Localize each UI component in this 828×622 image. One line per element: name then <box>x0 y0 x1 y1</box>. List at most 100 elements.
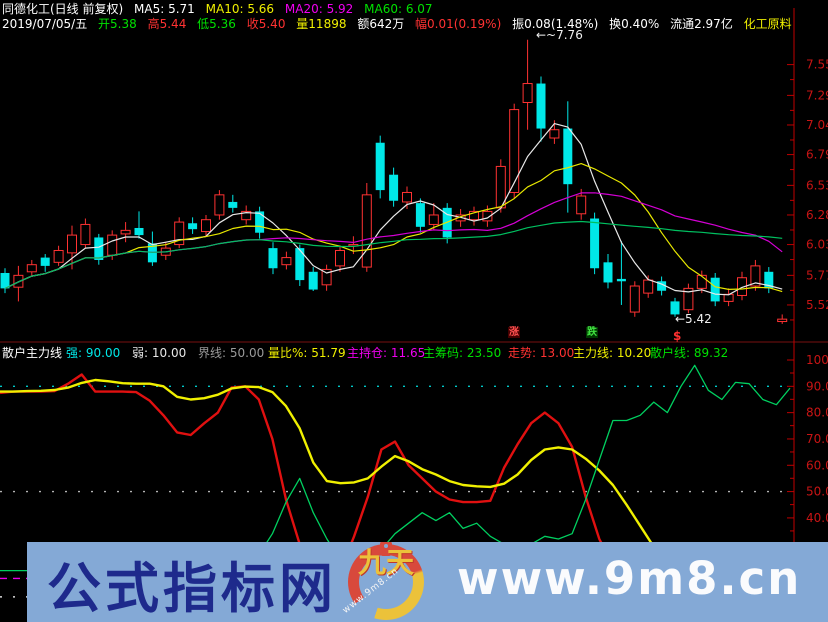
site-logo-seal: 九天 www.9m8.cn <box>341 542 429 622</box>
ma20-line <box>4 192 783 289</box>
candle <box>255 211 265 233</box>
candle <box>174 221 185 246</box>
price-tick-label: 6.53 <box>806 178 828 192</box>
date-label: 2019/07/05/五 <box>2 17 88 31</box>
candle <box>402 191 412 203</box>
candle <box>764 271 774 289</box>
candle <box>40 257 50 266</box>
candle <box>295 248 305 281</box>
candle <box>522 83 533 103</box>
candle <box>94 237 104 260</box>
candle <box>750 265 761 287</box>
candle <box>777 318 788 323</box>
price-tick-label: 6.03 <box>806 238 828 252</box>
candle <box>603 262 613 283</box>
candle <box>188 223 198 230</box>
candle <box>308 271 318 290</box>
price-tick-label: 5.77 <box>806 268 828 282</box>
candle <box>80 223 91 246</box>
weak-level-value: 弱: 10.00 <box>132 346 187 360</box>
header-line2: 2019/07/05/五 开5.38 高5.44 低5.36 收5.40 量11… <box>2 17 799 31</box>
seal-text: 九天 <box>357 546 414 579</box>
candle <box>428 214 439 225</box>
candle <box>469 210 479 221</box>
candle <box>737 277 747 296</box>
ma60-value: MA60: 6.07 <box>364 2 433 16</box>
candle <box>629 285 640 313</box>
float-cap-value: 流通2.97亿 <box>670 17 733 31</box>
candle <box>563 128 573 185</box>
candle <box>53 249 64 263</box>
amplitude-value: 振0.08(1.48%) <box>512 17 599 31</box>
candle <box>214 194 225 216</box>
low-value: 低5.36 <box>197 17 236 31</box>
header-line1: 同德化工(日线 前复权) MA5: 5.71 MA10: 5.66 MA20: … <box>2 2 440 16</box>
change-value: 幅0.01(0.19%) <box>415 17 502 31</box>
main-chips-value: 主筹码: 23.50 <box>423 346 502 360</box>
high-value: 高5.44 <box>147 17 187 31</box>
open-value: 开5.38 <box>98 17 137 31</box>
candle <box>107 234 118 256</box>
candle <box>268 248 278 269</box>
main-hold-value: 主持仓: 11.65 <box>347 346 426 360</box>
indicator-line-散户线 <box>0 364 791 572</box>
stock-title: 同德化工(日线 前复权) <box>2 2 124 16</box>
ma60-line <box>4 220 783 289</box>
indicator-name[interactable]: 散户主力线 <box>2 346 63 360</box>
amount-value: 额642万 <box>357 17 405 31</box>
price-tick-label: 7.29 <box>806 88 828 102</box>
candle <box>0 272 10 289</box>
candle <box>241 210 252 221</box>
price-tick-label: 7.04 <box>806 118 828 132</box>
ma10-line <box>4 163 783 293</box>
candle <box>228 201 238 208</box>
candle <box>509 109 520 193</box>
sector-label[interactable]: 化工原料 <box>743 17 792 31</box>
candle <box>120 229 131 235</box>
candle <box>670 301 680 315</box>
candle <box>590 218 600 269</box>
trend-value: 走势: 13.00 <box>508 346 575 360</box>
candle <box>26 264 37 273</box>
candle <box>643 279 654 294</box>
indicator-tick-label: 60.00 <box>806 458 828 472</box>
indicator-tick-label: 90.00 <box>806 379 828 393</box>
retail-line-value: 散户线: 89.32 <box>650 346 729 360</box>
strong-level-value: 强: 90.00 <box>66 346 121 360</box>
candle <box>281 257 292 266</box>
ma5-line <box>4 122 783 296</box>
peak-annotation: ←~7.76 <box>536 28 583 42</box>
ma5-value: MA5: 5.71 <box>134 2 195 16</box>
rise-marker[interactable]: 涨 <box>508 327 520 338</box>
price-tick-label: 6.79 <box>806 148 828 162</box>
fall-marker[interactable]: 跌 <box>586 327 598 338</box>
seal-ring-hole <box>359 555 413 609</box>
dollar-marker[interactable]: $ <box>673 329 682 343</box>
site-url-text: www.9m8.cn <box>457 552 802 605</box>
candle <box>616 278 626 282</box>
candle <box>683 287 694 311</box>
candle <box>415 203 425 227</box>
price-tick-label: 7.55 <box>806 58 828 72</box>
candle <box>576 195 587 215</box>
indicator-tick-label: 40.00 <box>806 511 828 525</box>
volume-value: 量11898 <box>296 17 347 31</box>
site-name-text: 公式指标网 <box>47 557 337 620</box>
candle <box>67 234 77 254</box>
close-value: 收5.40 <box>246 17 286 31</box>
candle <box>335 249 345 267</box>
low-annotation: ←5.42 <box>675 312 712 326</box>
censored-region <box>207 291 617 331</box>
price-tick-label: 5.52 <box>806 298 828 312</box>
price-tick-label: 6.28 <box>806 208 828 222</box>
boundary-level-value: 界线: 50.00 <box>198 346 265 360</box>
indicator-tick-label: 80.00 <box>806 406 828 420</box>
indicator-tick-label: 70.00 <box>806 432 828 446</box>
ma20-value: MA20: 5.92 <box>284 2 354 16</box>
candle <box>482 210 493 222</box>
candle <box>549 129 560 139</box>
watermark-banner: 公式指标网 九天 www.9m8.cn www.9m8.cn <box>27 542 828 622</box>
candle <box>134 227 144 236</box>
